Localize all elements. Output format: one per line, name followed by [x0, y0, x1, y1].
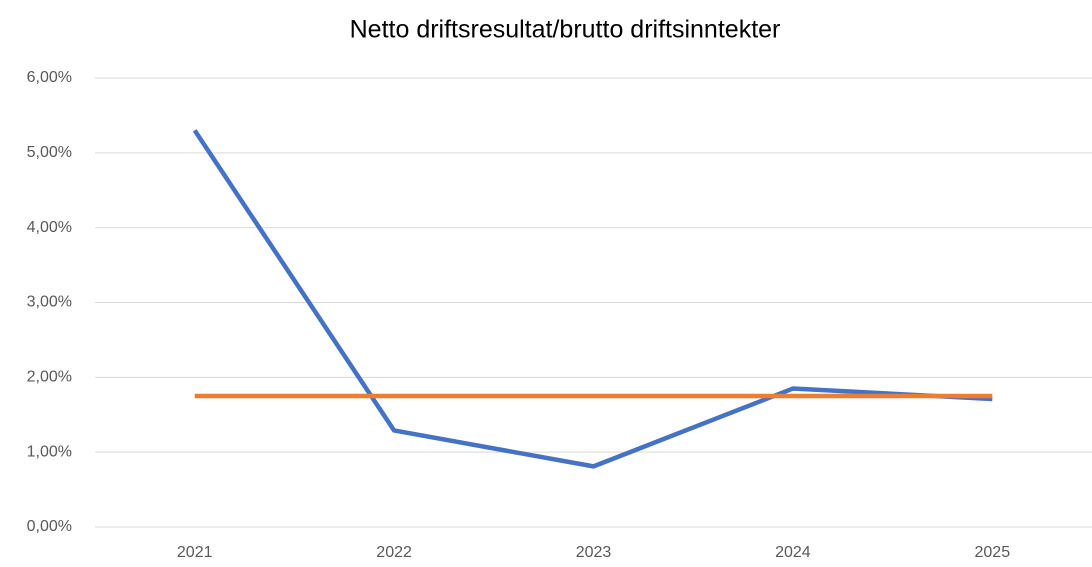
y-tick-label: 2,00%: [27, 369, 72, 386]
x-tick-label: 2022: [376, 544, 412, 561]
x-tick-label: 2025: [975, 544, 1011, 561]
x-tick-label: 2023: [576, 544, 612, 561]
x-tick-label: 2024: [775, 544, 811, 561]
y-tick-label: 4,00%: [27, 219, 72, 236]
series-line: [192, 129, 993, 469]
y-tick-label: 0,00%: [27, 518, 72, 535]
y-tick-label: 5,00%: [27, 144, 72, 161]
y-tick-label: 6,00%: [27, 69, 72, 86]
chart-title: Netto driftsresultat/brutto driftsinntek…: [350, 16, 781, 44]
x-tick-label: 2021: [177, 544, 213, 561]
y-tick-label: 3,00%: [27, 294, 72, 311]
y-tick-label: 1,00%: [27, 443, 72, 460]
